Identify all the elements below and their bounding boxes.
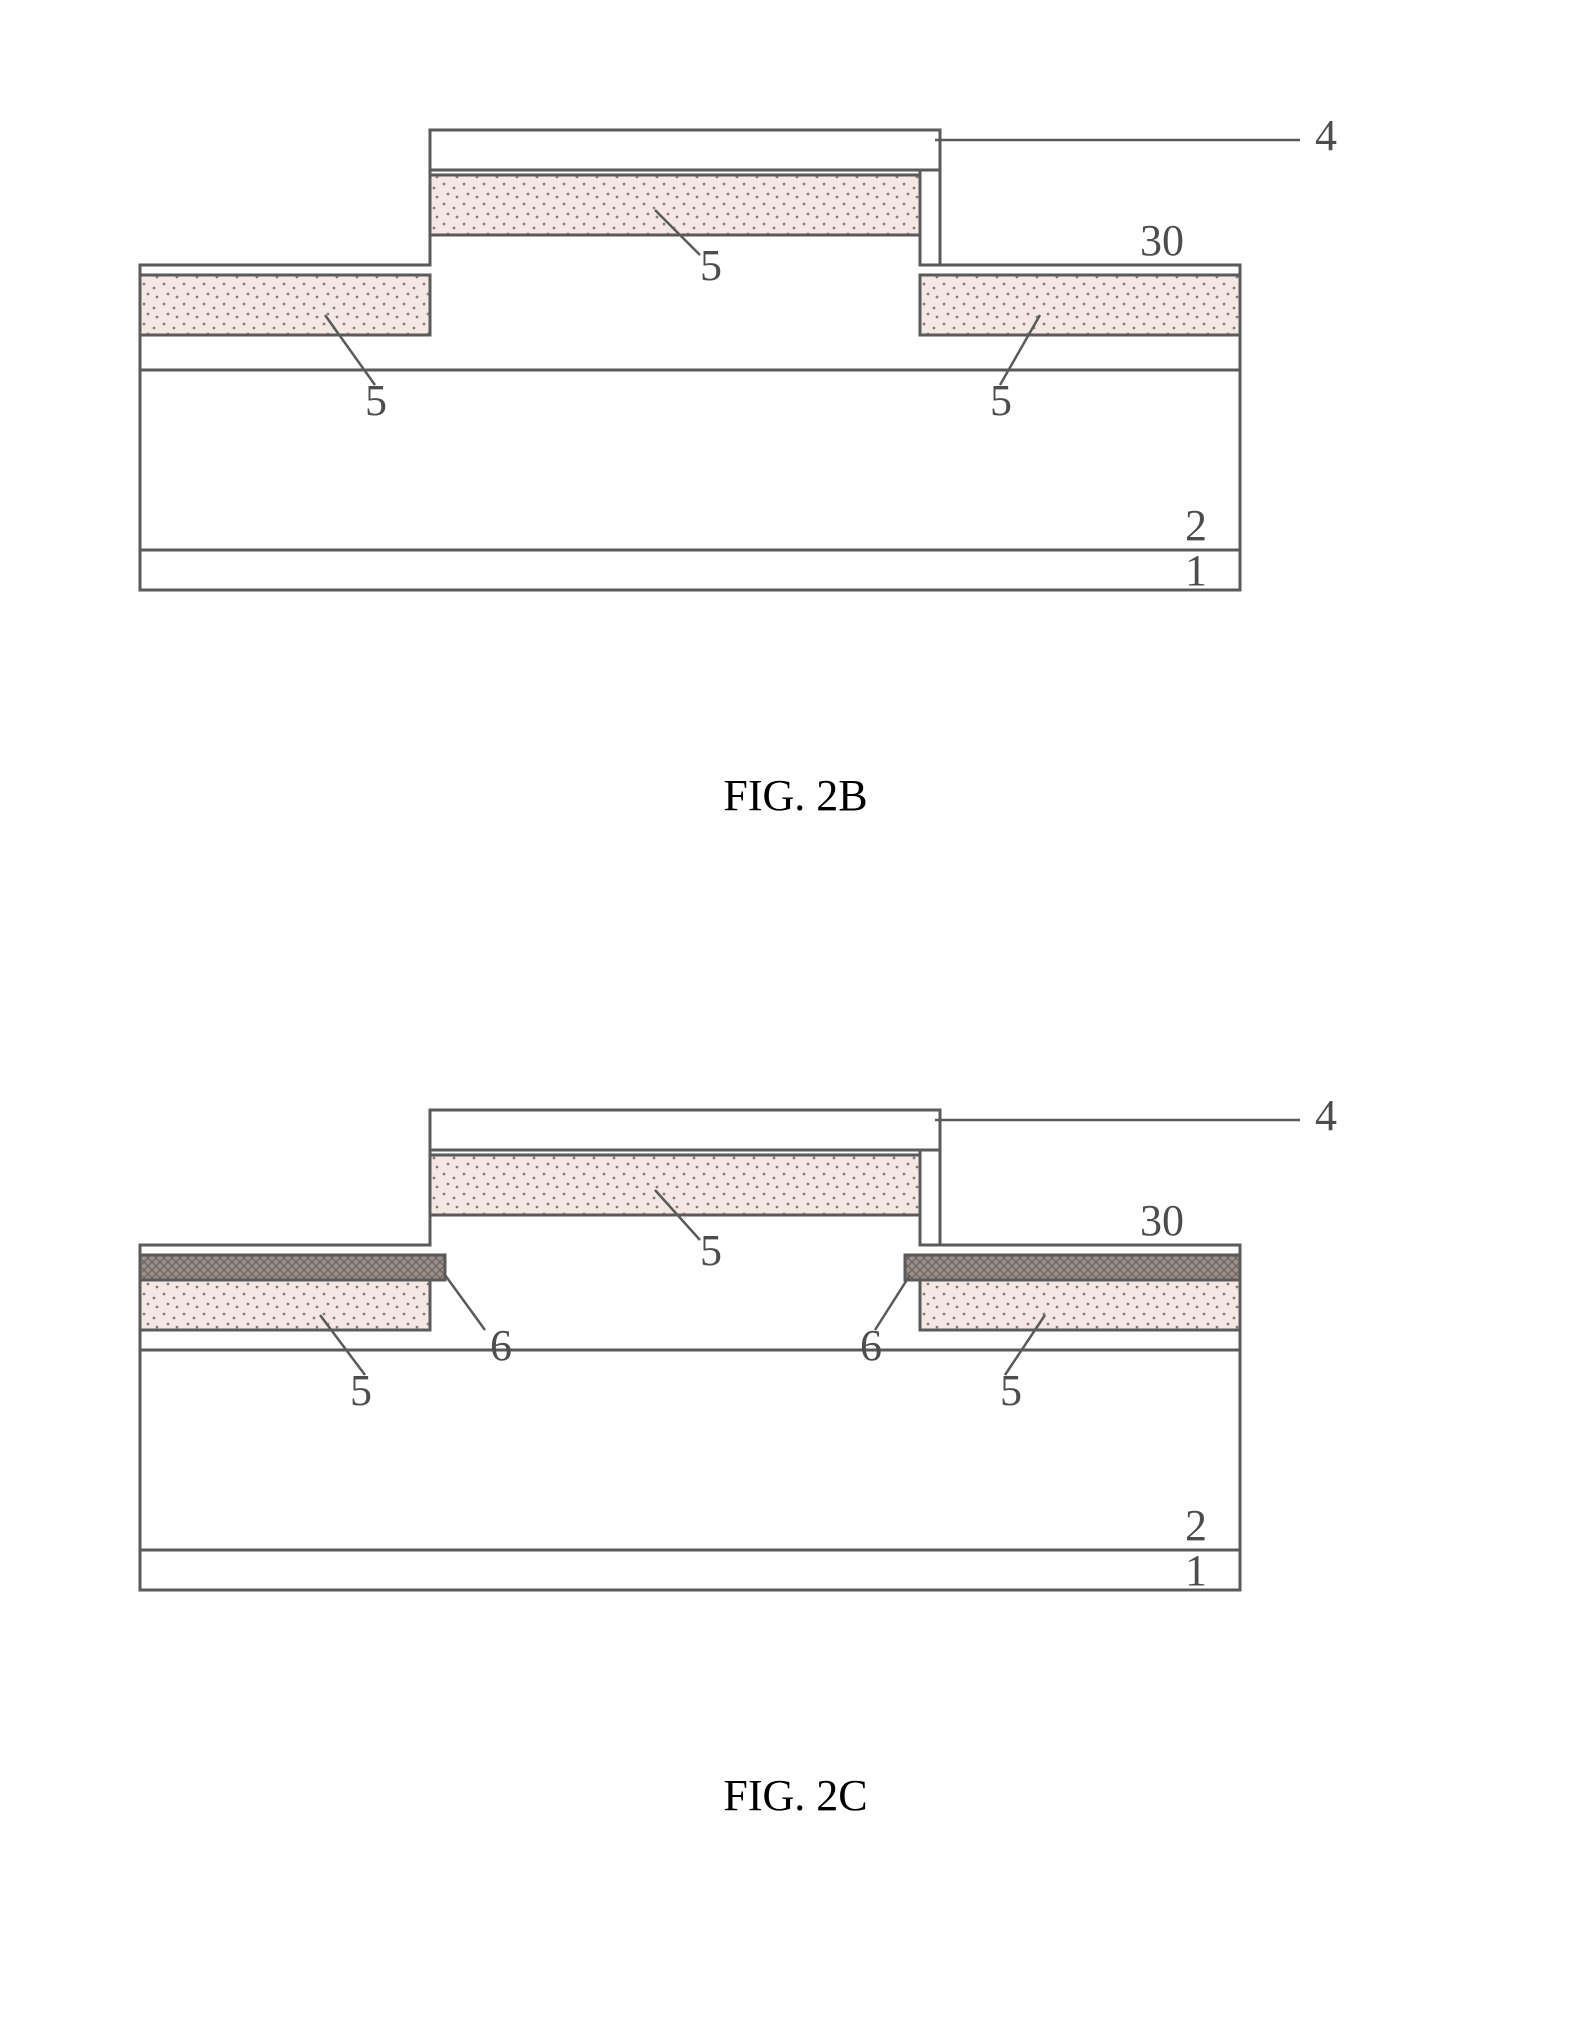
label-5r: 5 — [1000, 1366, 1022, 1415]
fig2B: 45305521 — [100, 80, 1440, 640]
layer-4 — [430, 130, 940, 170]
label-5l: 5 — [350, 1366, 372, 1415]
layer-2 — [140, 370, 1240, 550]
page: 45305521FIG. 2B4530665521FIG. 2C — [0, 0, 1591, 2041]
layer-4 — [430, 1110, 940, 1150]
label-1: 1 — [1185, 546, 1207, 595]
label-4: 4 — [1315, 111, 1337, 160]
label-5r: 5 — [990, 376, 1012, 425]
layer-5-right — [920, 275, 1240, 335]
fig2B-svg: 45305521 — [100, 80, 1440, 640]
label-2: 2 — [1185, 501, 1207, 550]
label-6l: 6 — [490, 1321, 512, 1370]
fig2C-caption: FIG. 2C — [0, 1770, 1591, 1821]
layer-1 — [140, 1550, 1240, 1590]
layer-6-left — [140, 1255, 445, 1280]
label-5l: 5 — [365, 376, 387, 425]
layer-5-center — [430, 1155, 920, 1215]
label-30: 30 — [1140, 1196, 1184, 1245]
fig2B-caption: FIG. 2B — [0, 770, 1591, 821]
label-2: 2 — [1185, 1501, 1207, 1550]
layer-1 — [140, 550, 1240, 590]
layer-5-left — [140, 1280, 430, 1330]
layer-5-center — [430, 175, 920, 235]
label-5c: 5 — [700, 241, 722, 290]
label-6r: 6 — [860, 1321, 882, 1370]
layer-5-left — [140, 275, 430, 335]
fig2C: 4 5 30 6 6 5 5 21 — [100, 1050, 1440, 1630]
fig2C-svg: 4 5 30 6 6 5 5 21 — [100, 1050, 1440, 1630]
label-5c: 5 — [700, 1226, 722, 1275]
layer-2 — [140, 1350, 1240, 1550]
label-30: 30 — [1140, 216, 1184, 265]
label-4: 4 — [1315, 1091, 1337, 1140]
label-1: 1 — [1185, 1546, 1207, 1595]
layer-5-right — [920, 1280, 1240, 1330]
layer-6-right — [905, 1255, 1240, 1280]
